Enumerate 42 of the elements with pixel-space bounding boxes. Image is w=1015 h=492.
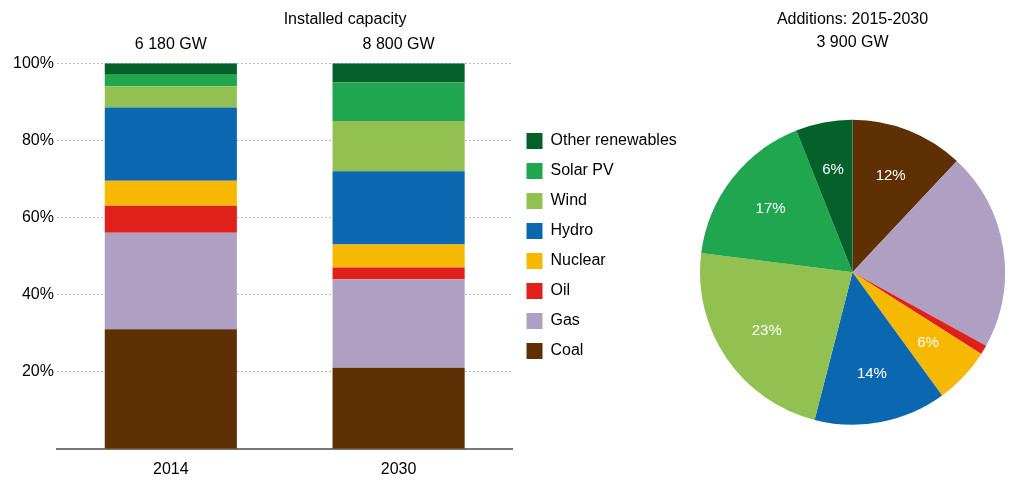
bar (104, 329, 237, 449)
bar (332, 367, 465, 449)
x-tick-label: 2014 (153, 459, 189, 477)
bar (332, 171, 465, 245)
text: 6 180 GW (134, 35, 208, 53)
chart-title: Installed capacity (283, 10, 407, 28)
y-tick-label: 80% (21, 130, 54, 148)
bar (332, 63, 465, 83)
data-label: 17% (755, 198, 786, 216)
text: 8 800 GW (362, 35, 436, 53)
chart-subtitle: 3 900 GW (816, 33, 890, 51)
y-tick-label: 100% (13, 53, 54, 71)
legend-label: Solar PV (550, 161, 614, 179)
bar (332, 244, 465, 268)
data-label: 12% (875, 165, 906, 183)
data-label: 23% (751, 320, 782, 338)
legend-label: Oil (550, 281, 571, 299)
bar (104, 63, 237, 75)
data-label: 6% (822, 160, 844, 178)
bar (104, 180, 237, 206)
legend-label: Other renewables (550, 131, 677, 149)
y-tick-label: 20% (21, 362, 54, 380)
bar (104, 232, 237, 330)
legend-label: Wind (550, 191, 587, 209)
bar (104, 74, 237, 87)
bar (332, 279, 465, 368)
data-label: 14% (856, 364, 887, 382)
bar (332, 121, 465, 172)
y-tick-label: 60% (21, 207, 54, 225)
bar (104, 86, 237, 108)
legend-label: Coal (550, 341, 584, 359)
bar (332, 82, 465, 122)
legend-label: Hydro (550, 221, 594, 239)
data-label: 6% (917, 333, 939, 351)
chart-title: Additions: 2015-2030 (776, 10, 929, 28)
x-tick-label: 2030 (380, 459, 417, 477)
y-tick-label: 40% (21, 284, 54, 302)
bar (332, 267, 465, 280)
bar (104, 107, 237, 181)
legend-label: Nuclear (550, 251, 607, 269)
legend-label: Gas (550, 311, 580, 329)
bar (104, 205, 237, 233)
